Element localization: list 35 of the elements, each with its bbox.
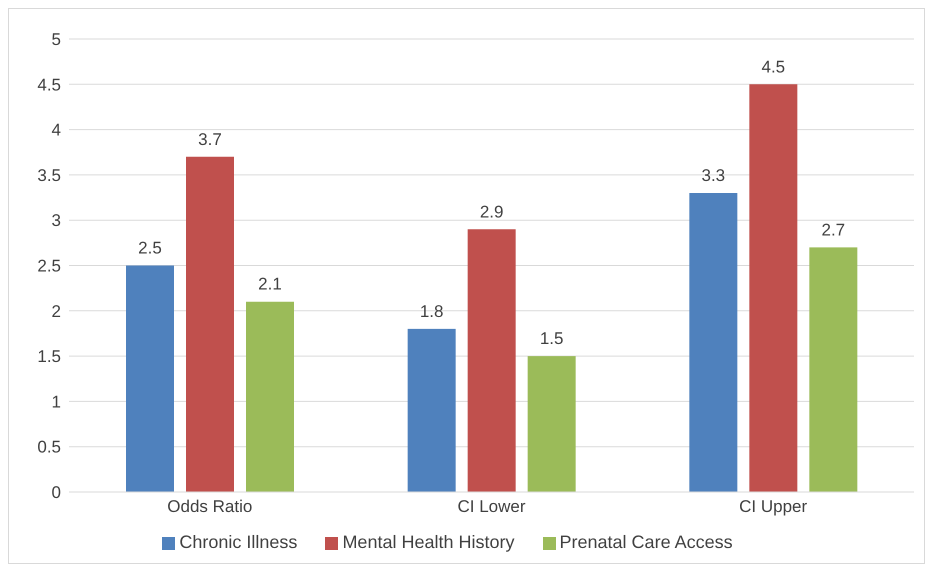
data-label: 2.7 [822,220,846,240]
bar [809,247,858,492]
data-label: 2.9 [480,202,504,222]
bar [749,84,798,492]
y-tick-label: 4.5 [37,75,61,94]
y-tick-label: 2.5 [37,256,61,276]
x-tick-label: CI Upper [739,497,808,516]
data-label: 1.8 [420,302,444,321]
bar [468,229,516,492]
bar [246,302,294,492]
x-tick-label: CI Lower [457,497,526,516]
y-tick-label: 0.5 [37,438,61,457]
y-tick-label: 1.5 [37,347,61,366]
bar [408,328,456,492]
data-label: 4.5 [762,57,786,76]
x-tick-label: Odds Ratio [167,497,252,516]
legend-label: Mental Health History [342,532,515,552]
legend-label: Chronic Illness [179,532,298,552]
bar [689,193,738,492]
bar [126,266,174,492]
bar [186,156,234,492]
data-label: 3.3 [702,166,726,186]
data-label: 2.5 [138,238,162,258]
data-label: 1.5 [540,329,564,348]
y-tick-label: 3.5 [37,166,61,185]
legend-label: Prenatal Care Access [560,532,733,552]
y-tick-label: 2 [52,302,61,321]
bar [528,356,576,492]
y-tick-label: 4 [52,120,61,140]
data-label: 3.7 [198,130,222,149]
y-tick-label: 3 [52,211,61,230]
y-tick-label: 1 [52,392,61,412]
data-label: 2.1 [258,274,282,294]
y-tick-label: 5 [52,30,61,50]
y-tick-label: 0 [52,483,61,502]
